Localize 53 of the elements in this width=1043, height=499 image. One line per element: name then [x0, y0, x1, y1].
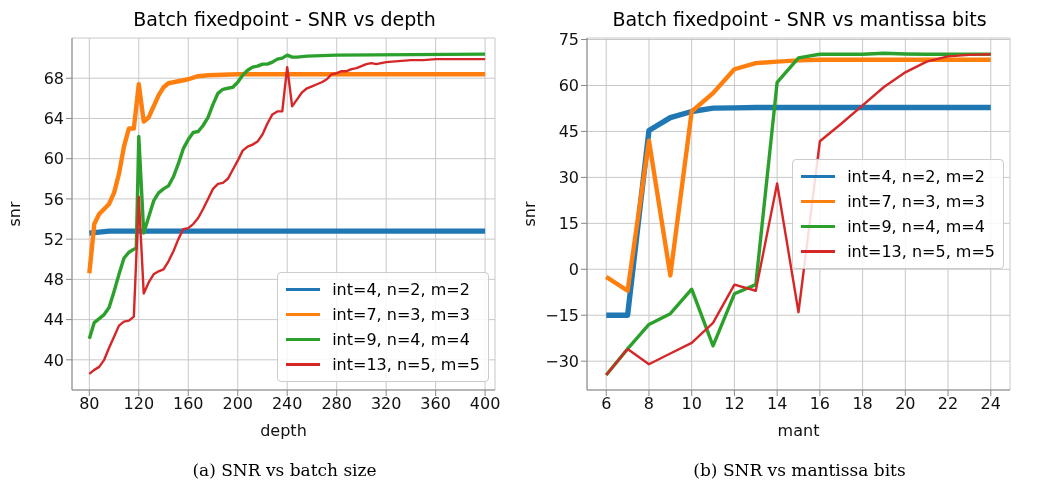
x-tick-label: 22 [937, 394, 959, 414]
legend-label: int=7, n=3, m=3 [847, 191, 985, 213]
x-tick-label: 20 [895, 394, 916, 414]
x-axis-title: depth [260, 421, 307, 440]
x-tick-label: 240 [271, 394, 303, 414]
x-tick-label: 320 [370, 394, 402, 414]
y-tick-label: 60 [43, 149, 64, 169]
y-axis-title: snr [4, 201, 24, 227]
legend-label: int=9, n=4, m=4 [847, 216, 985, 238]
y-axis-title: snr [519, 201, 539, 227]
y-tick-label: 15 [558, 214, 579, 234]
legend-label: int=13, n=5, m=5 [332, 354, 480, 376]
y-tick-label: −30 [545, 351, 579, 371]
line-series [87, 72, 488, 276]
x-tick-label: 24 [980, 394, 1001, 414]
y-tick-label: 30 [558, 168, 579, 188]
x-tick-label: 12 [724, 394, 745, 414]
y-tick-label: 45 [558, 122, 579, 142]
x-tick-label: 10 [681, 394, 702, 414]
x-tick-label: 120 [123, 394, 155, 414]
y-tick-label: 48 [43, 270, 64, 290]
x-tick-label: 400 [469, 394, 501, 414]
y-tick-label: 0 [568, 259, 579, 279]
legend-label: int=9, n=4, m=4 [332, 329, 470, 351]
x-tick-label: 200 [222, 394, 254, 414]
x-tick-label: 8 [643, 394, 655, 414]
y-tick-label: 64 [43, 109, 64, 129]
x-tick-label: 360 [420, 394, 451, 414]
x-tick-label: 80 [79, 394, 100, 414]
y-tick-label: 60 [558, 76, 579, 96]
text: (a) SNR vs batch size [191, 460, 378, 480]
legend-label: int=4, n=2, m=2 [847, 166, 985, 188]
x-tick-label: 6 [601, 394, 612, 414]
chart-title: Batch fixedpoint - SNR vs depth [132, 8, 437, 32]
x-tick-label: 14 [766, 394, 788, 414]
y-tick-label: 68 [43, 68, 64, 88]
y-tick-label: 52 [43, 229, 64, 249]
x-tick-label: 16 [809, 394, 831, 414]
text: (b) SNR vs mantissa bits [692, 460, 907, 480]
y-tick-label: −15 [545, 305, 579, 325]
y-tick-label: 75 [558, 30, 579, 50]
y-tick-label: 40 [43, 350, 64, 370]
x-axis-title: mant [777, 421, 820, 440]
chart-title: Batch fixedpoint - SNR vs mantissa bits [611, 8, 988, 32]
y-tick-label: 44 [43, 310, 64, 330]
line-series [604, 57, 993, 293]
y-tick-label: 56 [43, 189, 64, 209]
x-tick-label: 160 [172, 394, 204, 414]
x-tick-label: 280 [321, 394, 352, 414]
legend-label: int=7, n=3, m=3 [332, 304, 470, 326]
legend-label: int=13, n=5, m=5 [847, 241, 995, 263]
x-tick-label: 18 [852, 394, 873, 414]
legend-label: int=4, n=2, m=2 [332, 279, 470, 301]
